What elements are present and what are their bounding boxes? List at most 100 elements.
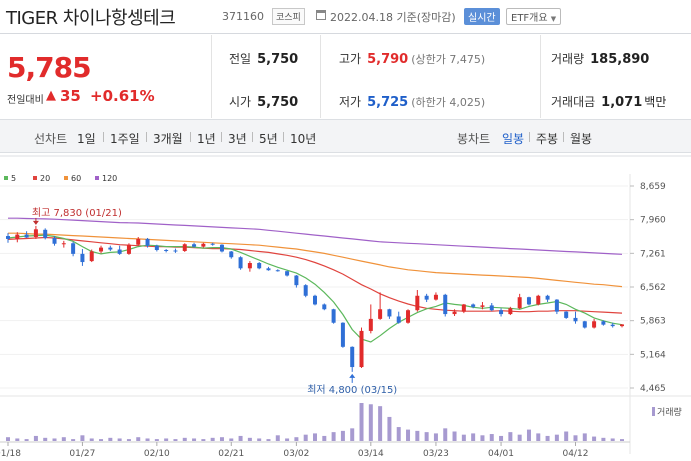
volume-bar — [80, 435, 85, 441]
candle-body — [71, 243, 76, 254]
candle-body — [210, 243, 215, 245]
etf-overview-dropdown[interactable]: ETF개요 ▼ — [506, 8, 562, 25]
calendar-icon — [316, 10, 326, 20]
ma20-line — [7, 236, 623, 314]
legend-swatch — [64, 176, 68, 180]
candle-body — [285, 271, 290, 276]
candle-body — [610, 324, 615, 327]
candle-body — [182, 244, 187, 251]
divider — [252, 132, 253, 142]
stat-volume: 거래량 185,890 — [551, 50, 649, 67]
candle-body — [294, 275, 299, 286]
candle-body — [201, 243, 206, 247]
candle-body — [368, 318, 373, 331]
candle-body — [424, 295, 429, 300]
divider — [190, 132, 191, 142]
tab-3y[interactable]: 3년 — [228, 132, 247, 146]
tab-daily[interactable]: 일봉 — [502, 132, 525, 146]
candle-body — [257, 263, 262, 269]
candle-body — [33, 229, 38, 238]
candle-body — [582, 321, 587, 328]
candle-body — [275, 270, 280, 272]
volume-bar — [340, 430, 345, 441]
candle-body — [229, 251, 234, 258]
tab-weekly[interactable]: 주봉 — [536, 132, 559, 146]
candle-body — [43, 229, 48, 238]
candle-body — [247, 263, 252, 269]
volume-bar — [433, 433, 438, 441]
candle-body — [238, 257, 243, 269]
y-tick-label: 4,465 — [640, 384, 666, 394]
volume-bar — [99, 439, 104, 441]
volume-bar — [461, 434, 466, 441]
volume-bar — [508, 432, 513, 441]
volume-bar — [126, 439, 131, 441]
volume-bar — [52, 438, 57, 441]
chevron-down-icon: ▼ — [550, 15, 557, 23]
stat-prev-close: 전일 5,750 — [229, 50, 298, 67]
tab-10y[interactable]: 10년 — [290, 132, 317, 146]
legend-swatch — [95, 176, 99, 180]
candle-body — [266, 268, 271, 271]
candle-body — [620, 324, 624, 327]
candle-body — [15, 234, 20, 239]
candle-body — [192, 244, 197, 247]
volume-bar — [573, 435, 578, 441]
candle-body — [415, 295, 420, 311]
volume-bar — [331, 432, 336, 441]
candle-body — [387, 309, 392, 317]
candle-body — [108, 247, 113, 250]
stat-label: 고가 — [339, 52, 362, 66]
stat-value: 5,750 — [257, 52, 299, 67]
candle-body — [461, 304, 466, 312]
volume-bar — [554, 434, 559, 441]
tab-monthly[interactable]: 월봉 — [570, 132, 593, 146]
tab-5y[interactable]: 5년 — [259, 132, 278, 146]
legend-label: 5 — [11, 174, 16, 183]
volume-bar — [210, 437, 215, 441]
price-chart[interactable]: 5 20 60 120 8,659 7,960 7,261 6,562 5,863 5,164 4,… — [0, 154, 691, 461]
y-tick-label: 8,659 — [640, 182, 666, 192]
candle-body — [136, 238, 141, 245]
volume-bar — [350, 428, 355, 441]
candle-body — [126, 244, 131, 254]
candle-body — [471, 304, 476, 307]
divider — [283, 132, 284, 142]
candle-body — [396, 316, 401, 323]
tab-1d[interactable]: 1일 — [77, 132, 96, 146]
volume-bar — [285, 438, 290, 441]
stat-value: 185,890 — [590, 52, 650, 67]
legend-label: 60 — [71, 174, 81, 183]
realtime-button[interactable]: 실시간 — [464, 8, 500, 25]
y-tick-label: 7,960 — [640, 216, 666, 226]
legend-swatch — [4, 176, 8, 180]
candle-body — [592, 321, 597, 328]
legend-label: 20 — [40, 174, 50, 183]
volume-bar — [396, 427, 401, 441]
change-percent: +0.61% — [90, 87, 155, 105]
down-arrow-icon — [32, 220, 39, 225]
volume-bar — [108, 437, 113, 441]
divider — [529, 132, 530, 142]
ma60-line — [8, 232, 623, 288]
candle-body — [359, 330, 364, 368]
volume-bar — [610, 438, 615, 441]
volume-bar — [620, 439, 624, 441]
tab-3m[interactable]: 3개월 — [153, 132, 183, 146]
volume-bar — [443, 428, 448, 441]
volume-bar — [480, 435, 485, 441]
volume-bar — [173, 439, 178, 441]
x-tick-label: 04/12 — [562, 449, 588, 459]
tab-1y[interactable]: 1년 — [197, 132, 216, 146]
volume-bar — [601, 437, 606, 441]
candle-body — [322, 304, 327, 310]
divider — [320, 35, 321, 118]
chart-period-tabs: 선차트 1일 1주일 3개월 1년 3년 5년 10년 봉차트 일봉 주봉 월봉 — [0, 119, 691, 153]
x-tick-label: 01/27 — [69, 449, 95, 459]
legend-label: 120 — [102, 174, 117, 183]
tab-1w[interactable]: 1주일 — [110, 132, 140, 146]
x-tick-label: 03/02 — [283, 449, 309, 459]
volume-bar — [499, 435, 504, 441]
volume-bar — [33, 435, 38, 441]
volume-bar — [43, 437, 48, 441]
